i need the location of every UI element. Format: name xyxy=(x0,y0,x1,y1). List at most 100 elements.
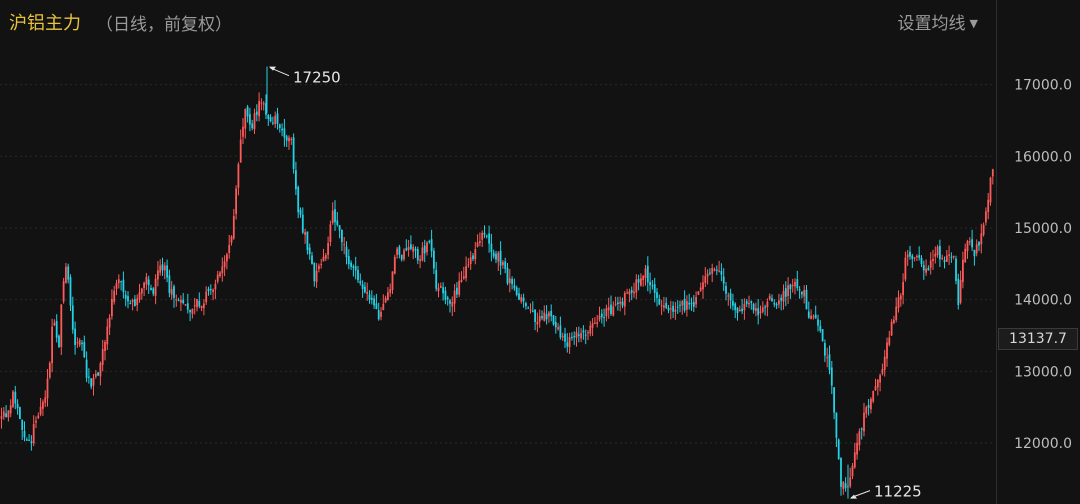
candle-body xyxy=(973,249,976,257)
candle-body xyxy=(23,431,26,438)
price-axis-divider xyxy=(996,0,997,504)
candle-body xyxy=(773,302,776,305)
candle-body xyxy=(722,276,725,284)
candle-body xyxy=(177,299,180,301)
candle-body xyxy=(288,137,290,142)
candle-body xyxy=(490,243,493,252)
candle-body xyxy=(159,265,162,273)
candle-body xyxy=(115,282,118,289)
candle-body xyxy=(170,289,173,295)
candle-body xyxy=(405,248,408,251)
candle-body xyxy=(959,279,962,303)
candle-body xyxy=(320,263,323,265)
candle-body xyxy=(725,285,727,294)
candle-body xyxy=(683,298,686,311)
candle-body xyxy=(927,267,930,271)
candle-body xyxy=(136,298,139,306)
candle-body xyxy=(430,239,433,252)
y-tick-label: 14000.0 xyxy=(1014,293,1072,309)
candle-body xyxy=(122,279,125,293)
candle-body xyxy=(948,254,950,257)
candle-body xyxy=(881,369,884,374)
candle-body xyxy=(745,301,748,304)
candle-body xyxy=(147,279,150,286)
candle-body xyxy=(488,233,490,244)
candle-body xyxy=(525,303,527,307)
candle-body xyxy=(952,255,955,258)
candle-body xyxy=(352,266,355,268)
candle-body xyxy=(94,373,97,377)
candle-body xyxy=(814,314,817,319)
candle-body xyxy=(890,321,893,336)
candle-body xyxy=(313,262,316,282)
candle-body xyxy=(819,325,822,331)
candle-body xyxy=(74,328,76,346)
candle-body xyxy=(474,249,477,260)
candle-body xyxy=(255,111,258,115)
candle-body xyxy=(423,245,426,254)
candle-body xyxy=(904,257,907,280)
candle-body xyxy=(193,305,196,307)
candle-body xyxy=(97,372,99,376)
candle-body xyxy=(534,309,536,322)
candle-body xyxy=(203,303,205,309)
candle-body xyxy=(807,311,810,318)
candle-body xyxy=(630,289,633,293)
candle-body xyxy=(292,137,295,169)
price-annotations: 17250 11225 xyxy=(266,66,922,501)
candle-body xyxy=(828,354,831,370)
candle-body xyxy=(943,260,946,263)
candle-body xyxy=(810,315,812,320)
candle-body xyxy=(939,245,941,260)
candle-body xyxy=(955,258,957,281)
candle-body xyxy=(108,317,111,328)
candle-body xyxy=(124,294,127,299)
candle-body xyxy=(55,320,58,338)
candle-body xyxy=(449,300,451,304)
candle-body xyxy=(886,342,888,359)
candle-body xyxy=(913,257,916,259)
candle-body xyxy=(612,306,615,316)
candle-body xyxy=(437,287,440,292)
candle-body xyxy=(368,294,371,300)
candle-body xyxy=(191,308,194,314)
candle-body xyxy=(543,312,546,321)
candle-body xyxy=(957,278,960,305)
candle-body xyxy=(184,304,187,306)
candle-body xyxy=(681,301,684,306)
candle-body xyxy=(759,311,762,314)
candle-body xyxy=(596,322,599,324)
candle-body xyxy=(361,284,364,289)
candle-body xyxy=(824,343,826,356)
candle-body xyxy=(338,225,341,231)
candle-body xyxy=(387,292,389,301)
candle-body xyxy=(709,272,711,274)
candle-body xyxy=(617,302,619,304)
candle-body xyxy=(934,253,937,257)
candle-body xyxy=(559,325,562,338)
candle-body xyxy=(697,291,700,295)
candle-body xyxy=(439,286,442,288)
candle-body xyxy=(106,326,109,345)
candle-body xyxy=(258,101,260,117)
candle-body xyxy=(978,241,980,246)
candle-body xyxy=(508,278,511,283)
candle-body xyxy=(573,336,576,338)
candle-body xyxy=(844,483,847,489)
candle-body xyxy=(621,301,624,306)
candle-body xyxy=(327,243,329,255)
candle-body xyxy=(801,291,803,295)
set-moving-average-button[interactable]: 设置均线 ▼ xyxy=(898,9,978,34)
candle-body xyxy=(460,279,463,282)
candle-body xyxy=(435,269,438,289)
candle-body xyxy=(28,439,30,441)
candle-body xyxy=(872,390,875,402)
candle-body xyxy=(152,288,155,294)
candle-body xyxy=(929,260,932,268)
candle-body xyxy=(778,300,780,305)
candle-body xyxy=(246,106,249,117)
candle-body xyxy=(594,322,596,324)
candle-body xyxy=(347,256,350,265)
candle-body xyxy=(113,290,116,302)
